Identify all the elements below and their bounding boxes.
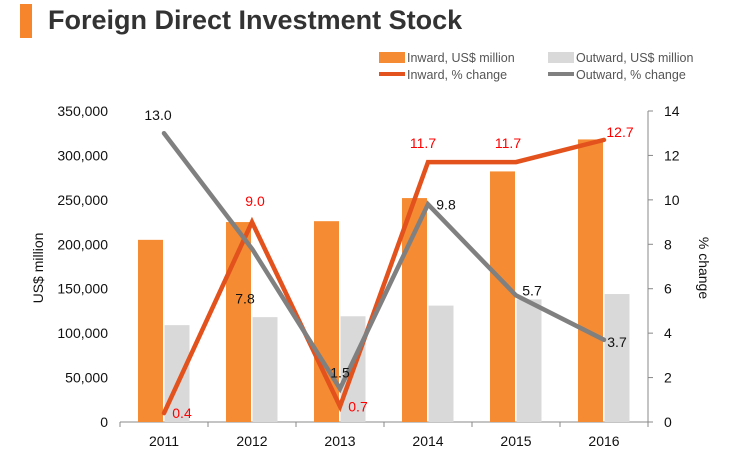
bar-inward <box>314 221 339 422</box>
data-label-outward: 9.8 <box>436 196 456 212</box>
x-tick-label: 2014 <box>412 433 443 449</box>
y2-tick-label: 6 <box>664 281 672 297</box>
line-outward-change <box>161 130 607 394</box>
bar-outward <box>252 317 278 422</box>
y-tick-label: 100,000 <box>57 325 108 341</box>
data-label-inward: 0.4 <box>172 405 192 421</box>
y2-axis-title: % change <box>696 237 712 299</box>
legend-label-inward-line: Inward, % change <box>407 68 507 82</box>
bar-outward <box>428 305 454 422</box>
x-tick-label: 2013 <box>324 433 355 449</box>
line-inward-change <box>161 137 607 416</box>
page-title: Foreign Direct Investment Stock <box>48 5 463 35</box>
y2-tick-label: 2 <box>664 370 672 386</box>
y2-tick-label: 14 <box>664 103 680 119</box>
y-tick-label: 250,000 <box>57 192 108 208</box>
bar-inward <box>138 239 163 422</box>
x-tick-label: 2016 <box>588 433 619 449</box>
data-label-outward: 1.5 <box>330 365 350 381</box>
legend-label-outward-bar: Outward, US$ million <box>576 51 693 65</box>
y2-tick-label: 12 <box>664 147 680 163</box>
data-label-inward: 11.7 <box>495 135 521 151</box>
data-label-inward: 11.7 <box>410 135 436 151</box>
data-label-inward: 0.7 <box>348 398 368 414</box>
data-label-inward: 9.0 <box>245 193 265 209</box>
title-accent-bar <box>20 4 32 38</box>
data-label-outward: 13.0 <box>144 107 171 123</box>
x-tick-label: 2011 <box>149 433 179 449</box>
x-tick-label: 2015 <box>500 433 531 449</box>
bar-outward <box>604 294 630 422</box>
bar-outward <box>516 299 542 422</box>
y-tick-label: 300,000 <box>57 147 108 163</box>
data-label-outward: 5.7 <box>522 282 542 298</box>
legend-swatch-inward-bar <box>379 52 405 63</box>
legend-label-outward-line: Outward, % change <box>576 68 686 82</box>
bar-inward <box>578 139 603 423</box>
y-tick-label: 50,000 <box>65 370 108 386</box>
x-tick-label: 2012 <box>236 433 267 449</box>
y2-tick-label: 8 <box>664 236 672 252</box>
y2-tick-label: 4 <box>664 325 672 341</box>
y-tick-label: 150,000 <box>57 281 108 297</box>
bar-inward <box>490 171 515 422</box>
data-label-outward: 7.8 <box>235 291 255 307</box>
legend-label-inward-bar: Inward, US$ million <box>407 51 515 65</box>
y-axis-title: US$ million <box>30 233 46 304</box>
data-label-outward: 3.7 <box>607 334 627 350</box>
y-tick-label: 200,000 <box>57 236 108 252</box>
data-label-inward: 12.7 <box>606 124 633 140</box>
y-tick-label: 350,000 <box>57 103 108 119</box>
legend: Inward, US$ million Outward, US$ million… <box>379 51 693 82</box>
y2-tick-label: 10 <box>664 192 680 208</box>
y-tick-label: 0 <box>100 414 108 430</box>
y2-tick-label: 0 <box>664 414 672 430</box>
legend-swatch-outward-bar <box>548 52 574 63</box>
